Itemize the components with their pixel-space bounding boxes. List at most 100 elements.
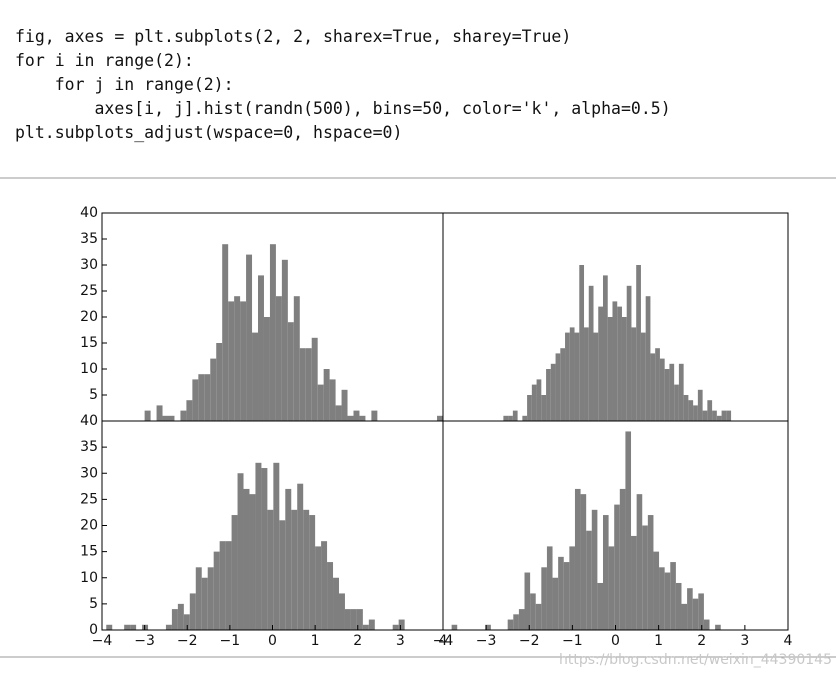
histogram-bar [371, 410, 378, 421]
histogram-bar [563, 562, 570, 630]
histogram-bar [645, 296, 651, 421]
code-line: for i in range(2): [15, 51, 194, 70]
histogram-bar [287, 322, 294, 421]
histogram-bar [715, 624, 721, 630]
x-tick-label: 3 [740, 633, 749, 649]
y-tick-label: 40 [80, 205, 98, 221]
x-tick-label: −3 [476, 633, 497, 649]
x-tick-label: −2 [177, 633, 198, 649]
histogram-bar [726, 410, 732, 421]
histogram-bar [350, 609, 357, 630]
histogram-bar [255, 462, 262, 630]
histogram-bar [546, 369, 551, 421]
histogram-bar [664, 369, 670, 421]
x-tick-label: −1 [220, 633, 241, 649]
x-tick-label: −2 [519, 633, 540, 649]
histogram-bar [670, 562, 676, 630]
histogram-bar [168, 415, 175, 421]
histogram-bar [368, 619, 375, 630]
histogram-bar [636, 494, 643, 630]
histogram-bar [437, 415, 443, 421]
histogram-bar [707, 400, 713, 421]
histogram-bar [222, 244, 229, 421]
histogram-bar [631, 535, 637, 630]
histogram-bar [353, 410, 360, 421]
y-tick-label: 35 [80, 231, 98, 247]
histogram-bar [261, 468, 268, 630]
histogram-bar [597, 582, 603, 630]
code-line: axes[i, j].hist(randn(500), bins=50, col… [15, 99, 671, 118]
histogram-bar [198, 374, 205, 421]
histogram-bar [712, 410, 717, 421]
histogram-bar [550, 363, 556, 421]
histogram-bar [317, 384, 324, 421]
histogram-bar [189, 593, 196, 630]
histogram-bar [642, 525, 648, 630]
histogram-bar [650, 353, 656, 421]
histogram-bar [647, 515, 654, 630]
histogram-bar [608, 546, 615, 630]
code-line: plt.subplots_adjust(wspace=0, hspace=0) [15, 123, 402, 142]
histogram-bar [612, 301, 618, 421]
histogram-bar [341, 389, 348, 421]
histogram-bar [584, 327, 589, 421]
histogram-bar [687, 588, 693, 630]
histogram-bar [560, 348, 566, 421]
x-tick-label: 1 [311, 633, 320, 649]
axes-frame [442, 420, 789, 631]
histogram-bar [640, 332, 646, 421]
histogram-bar [555, 353, 561, 421]
y-tick-label: 40 [80, 413, 98, 429]
histogram-bar [683, 395, 689, 421]
histogram-bar [636, 265, 641, 421]
histogram-bar [246, 254, 253, 421]
histogram-bar [617, 306, 622, 421]
histogram-bar [631, 327, 637, 421]
histogram-bar [344, 609, 351, 630]
histogram-bar [524, 572, 531, 630]
histogram-bar [177, 603, 184, 630]
histogram-bar [297, 483, 304, 630]
histogram-bar [305, 348, 312, 421]
histogram-bar [162, 415, 169, 421]
y-tick-label: 15 [80, 335, 98, 351]
histogram-bar [518, 609, 525, 630]
histogram-bar [619, 488, 626, 630]
histogram-bar [106, 624, 113, 630]
histogram-bar [329, 379, 336, 421]
histogram-bar [586, 530, 592, 630]
histogram-bar [237, 473, 244, 630]
histogram-bar [598, 306, 603, 421]
histogram-bar [512, 410, 518, 421]
histogram-bar [309, 515, 316, 630]
histogram-bar [535, 603, 542, 630]
histogram-bar [674, 384, 679, 421]
histogram-bar [311, 337, 318, 421]
histogram-bar [335, 405, 342, 421]
histogram-bar [362, 624, 369, 630]
x-tick-label: 0 [611, 633, 620, 649]
histogram-bar [580, 494, 587, 630]
histogram-bar [183, 614, 190, 630]
histogram-bar [569, 327, 575, 421]
histogram-bar [333, 577, 339, 630]
histogram-bar [522, 415, 528, 421]
histogram-bar [269, 244, 276, 421]
histogram-bar [207, 567, 214, 630]
histogram-bar [655, 348, 660, 421]
histogram-bar [716, 415, 722, 421]
y-tick-label: 10 [80, 361, 98, 377]
histogram-bar [156, 405, 163, 421]
histogram-bar [593, 332, 599, 421]
histogram-bar [653, 551, 660, 630]
histogram-bar [356, 609, 363, 630]
y-tick-label: 35 [80, 439, 98, 455]
histogram-bar [702, 410, 708, 421]
histogram-bar [536, 379, 542, 421]
histogram-bar [692, 598, 699, 630]
histogram-bar [315, 546, 322, 630]
histogram-bar [258, 275, 264, 421]
histogram-bar [228, 301, 235, 421]
histogram-bar [558, 556, 564, 630]
